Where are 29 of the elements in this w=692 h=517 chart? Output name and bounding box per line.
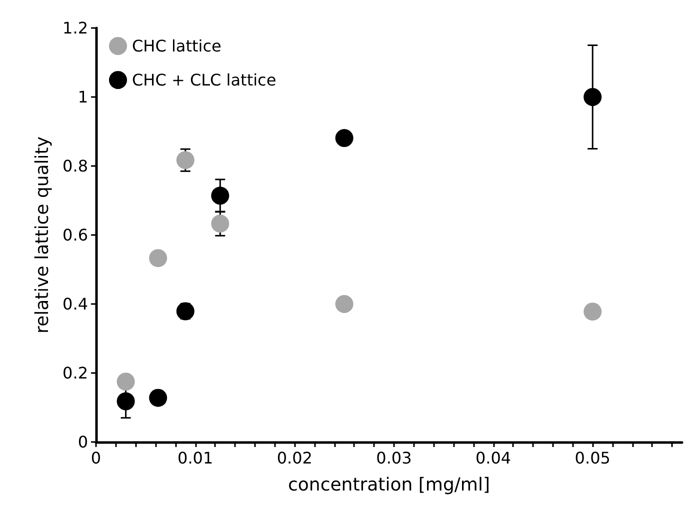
y-axis-title: relative lattice quality [32,136,54,334]
x-tick-label: 0.05 [574,448,610,468]
point [176,151,194,170]
legend-label: CHC lattice [132,36,222,56]
x-tick-label: 0.01 [178,448,214,468]
point [176,302,194,320]
x-tick-label: 0.02 [276,448,312,468]
point [149,388,168,407]
point [584,302,602,321]
y-tick-label: 1 [78,88,88,106]
point [211,214,230,233]
point [116,392,135,410]
x-tick-label: 0.03 [376,448,412,468]
x-tick-label: 0.04 [475,448,512,468]
point [116,372,135,391]
y-tick-label: 0.2 [62,364,88,382]
y-tick-label: 0.6 [62,226,88,244]
legend-label: CHC + CLC lattice [132,70,276,90]
point [335,295,354,313]
point [149,249,168,268]
point [335,129,354,148]
y-tick-label: 0.8 [62,156,88,176]
y-tick-label: 0.4 [62,294,88,314]
x-axis-title: concentration [mg/ml] [288,474,490,496]
y-tick-label: 1.2 [62,18,88,38]
point [584,88,602,106]
x-tick-label: 0 [90,448,102,468]
point [211,186,230,205]
y-tick-label: 0 [78,432,88,452]
